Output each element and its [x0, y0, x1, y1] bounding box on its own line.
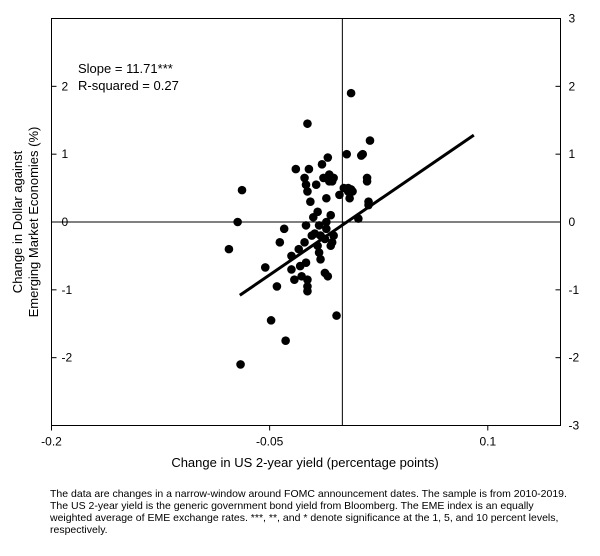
data-point	[301, 221, 311, 230]
data-point	[316, 255, 325, 264]
data-point	[364, 197, 373, 206]
fit-line	[238, 133, 475, 297]
y-tick-label-left: 2	[62, 79, 69, 93]
y-tick-label-left: -1	[62, 283, 73, 297]
data-point	[345, 193, 354, 203]
data-point	[362, 177, 372, 186]
data-point	[291, 164, 301, 174]
data-point	[303, 119, 312, 128]
data-point	[313, 207, 322, 217]
data-point	[236, 360, 245, 369]
data-point	[323, 271, 333, 281]
data-point	[233, 217, 242, 227]
data-points	[224, 88, 375, 369]
chart-footnote: The data are changes in a narrow-window …	[50, 488, 567, 536]
x-tick-label: -0.05	[256, 435, 284, 449]
y-tick-label-right: 2	[569, 79, 576, 93]
data-point	[326, 210, 336, 220]
y-tick-label-left: 1	[62, 147, 69, 161]
data-point	[303, 286, 312, 296]
data-point	[301, 180, 311, 189]
slope-annotation: Slope = 11.71***	[78, 61, 173, 76]
data-point	[322, 217, 331, 227]
data-point	[323, 153, 333, 162]
data-point	[300, 173, 309, 183]
data-point	[290, 275, 299, 284]
data-point	[303, 187, 312, 196]
data-point	[314, 248, 324, 257]
r-squared-annotation: R-squared = 0.27	[78, 78, 179, 93]
data-point	[304, 164, 314, 174]
data-point	[266, 316, 276, 325]
data-point	[317, 160, 327, 169]
data-point	[332, 311, 341, 320]
data-point	[335, 190, 344, 200]
axis-ticks: -2 -1 0 1 2 -3 -2 -1 0 1 2 3 -0.2 -0.05 0.1	[41, 12, 579, 449]
data-point	[224, 244, 234, 254]
data-point	[358, 149, 368, 159]
y-tick-label-right: -1	[569, 283, 580, 297]
data-point	[329, 173, 338, 183]
x-tick-label: -0.2	[41, 435, 62, 449]
y-axis-title-line2: Emerging Market Economies (%)	[26, 127, 41, 318]
data-point	[281, 336, 290, 346]
data-point	[275, 238, 285, 247]
data-point	[311, 180, 321, 189]
data-point	[322, 224, 331, 234]
data-point	[365, 136, 375, 145]
y-tick-label-right: 0	[569, 215, 576, 229]
y-axis-title-line1: Change in Dollar against	[10, 150, 25, 293]
scatter-chart: -2 -1 0 1 2 -3 -2 -1 0 1 2 3 -0.2 -0.05 0.1 Slope = 11…	[10, 12, 579, 471]
data-point	[314, 221, 324, 230]
data-point	[348, 187, 357, 196]
data-point	[327, 238, 337, 247]
data-point	[300, 238, 309, 247]
data-point	[301, 258, 311, 268]
data-point	[346, 88, 356, 98]
y-tick-label-right: 3	[569, 12, 576, 26]
y-tick-label-left: -2	[62, 351, 73, 365]
data-point	[342, 149, 352, 159]
data-point	[303, 275, 312, 284]
y-tick-label-right: -2	[569, 351, 580, 365]
data-point	[237, 185, 247, 195]
fit-line-group	[238, 133, 475, 297]
data-point	[260, 263, 270, 272]
data-point	[294, 244, 304, 254]
data-point	[306, 197, 315, 206]
y-tick-label-right: -3	[569, 419, 580, 433]
data-point	[322, 193, 331, 203]
data-point	[287, 265, 296, 274]
x-tick-label: 0.1	[479, 435, 496, 449]
y-tick-label-right: 1	[569, 147, 576, 161]
data-point	[272, 282, 282, 291]
y-tick-label-left: 0	[62, 215, 69, 229]
data-point	[279, 224, 289, 234]
x-axis-title: Change in US 2-year yield (percentage po…	[171, 455, 438, 470]
